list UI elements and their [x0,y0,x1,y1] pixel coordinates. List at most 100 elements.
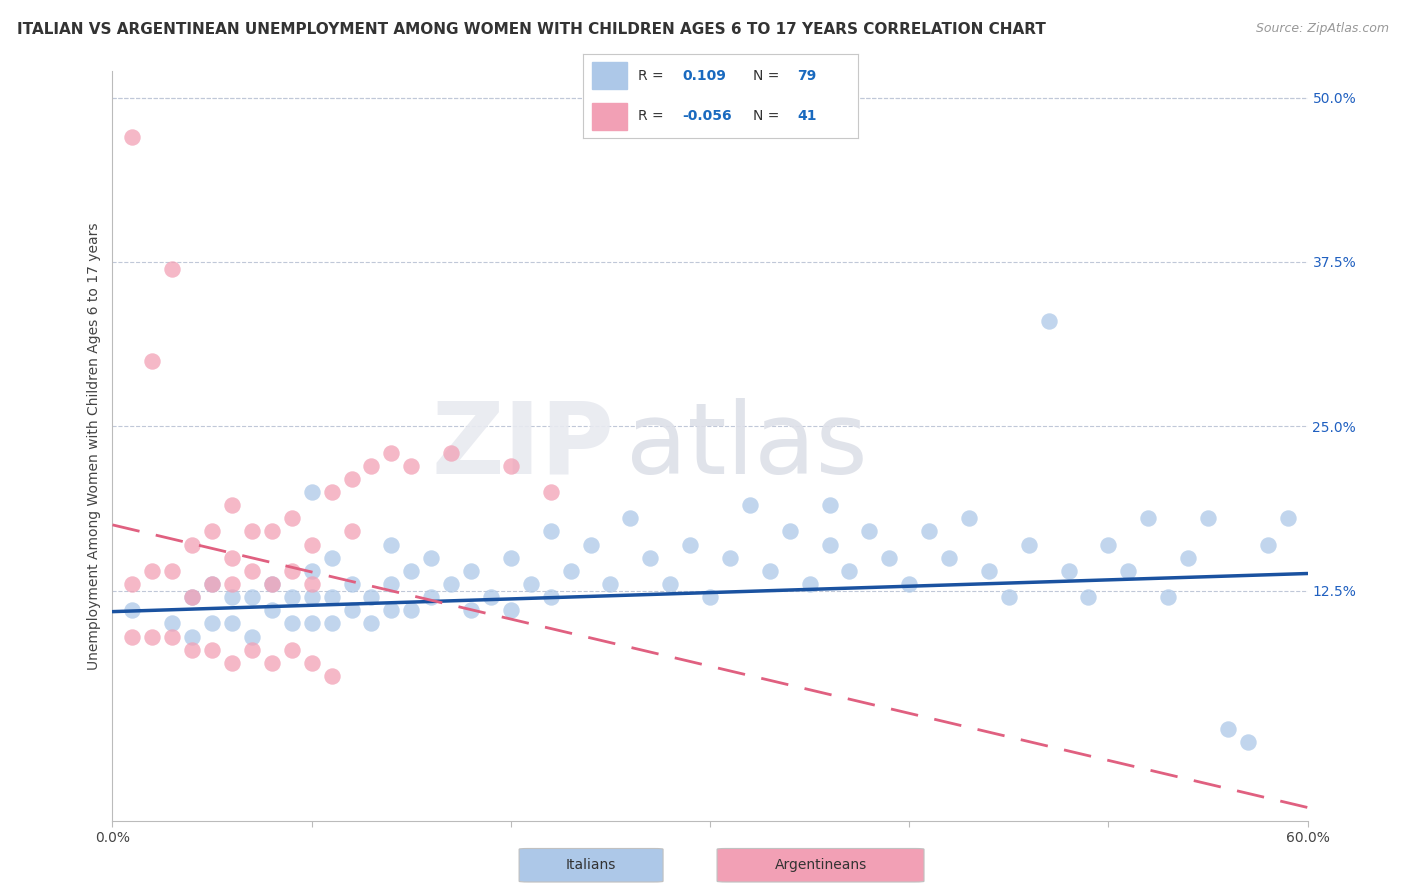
Point [799,577,821,591]
Point [957,511,980,525]
Point [1038,314,1060,328]
Point [221,577,243,591]
Point [738,498,761,512]
Point [301,564,323,578]
Point [460,564,482,578]
Point [301,616,323,631]
Point [240,642,263,657]
Point [162,564,183,578]
Point [141,564,163,578]
Point [201,577,224,591]
Point [221,590,243,604]
Point [401,603,423,617]
Point [520,577,543,591]
Point [420,550,443,565]
Text: 79: 79 [797,69,817,83]
Point [1237,735,1260,749]
Point [181,642,204,657]
Point [499,550,522,565]
Text: R =: R = [638,109,664,123]
Point [380,603,402,617]
Point [1097,538,1119,552]
Text: ITALIAN VS ARGENTINEAN UNEMPLOYMENT AMONG WOMEN WITH CHILDREN AGES 6 TO 17 YEARS: ITALIAN VS ARGENTINEAN UNEMPLOYMENT AMON… [17,22,1046,37]
Point [540,590,562,604]
Point [281,590,304,604]
Point [1216,722,1239,736]
Point [440,445,463,459]
Point [301,656,323,670]
Point [240,590,263,604]
FancyBboxPatch shape [717,848,924,882]
Point [818,538,841,552]
Point [1018,538,1040,552]
Point [260,603,283,617]
Point [121,630,143,644]
Point [121,577,143,591]
Point [918,524,941,539]
Point [121,130,143,145]
Point [838,564,860,578]
Point [141,630,163,644]
Point [1277,511,1299,525]
Text: 41: 41 [797,109,817,123]
Point [540,524,562,539]
Text: R =: R = [638,69,664,83]
Point [181,630,204,644]
Point [221,550,243,565]
Point [240,564,263,578]
Text: Italians: Italians [565,858,616,872]
Point [380,445,402,459]
Point [340,577,363,591]
Point [201,616,224,631]
Point [340,472,363,486]
Bar [592,62,627,89]
Point [301,577,323,591]
Point [340,524,363,539]
Point [440,577,463,591]
Point [1197,511,1219,525]
Text: atlas: atlas [627,398,868,494]
Point [221,616,243,631]
Point [401,458,423,473]
Point [260,577,283,591]
Point [499,458,522,473]
Point [281,511,304,525]
Point [240,524,263,539]
Point [260,524,283,539]
Point [540,485,562,500]
Point [1257,538,1279,552]
Point [301,538,323,552]
Point [1118,564,1140,578]
Point [301,590,323,604]
Text: N =: N = [754,109,780,123]
Point [420,590,443,604]
Point [360,458,382,473]
Point [221,498,243,512]
Point [858,524,880,539]
Point [977,564,1000,578]
Point [1157,590,1180,604]
Point [321,669,343,683]
Point [162,261,183,276]
Point [998,590,1021,604]
Point [281,642,304,657]
Point [240,630,263,644]
Point [679,538,702,552]
Point [579,538,602,552]
Point [1057,564,1080,578]
Text: N =: N = [754,69,780,83]
Text: ZIP: ZIP [432,398,614,494]
Point [599,577,621,591]
Point [898,577,921,591]
Point [321,550,343,565]
Point [121,603,143,617]
Point [779,524,801,539]
Point [380,577,402,591]
Point [221,656,243,670]
Text: -0.056: -0.056 [682,109,731,123]
Point [260,577,283,591]
Point [818,498,841,512]
Point [360,616,382,631]
Point [401,564,423,578]
Point [499,603,522,617]
